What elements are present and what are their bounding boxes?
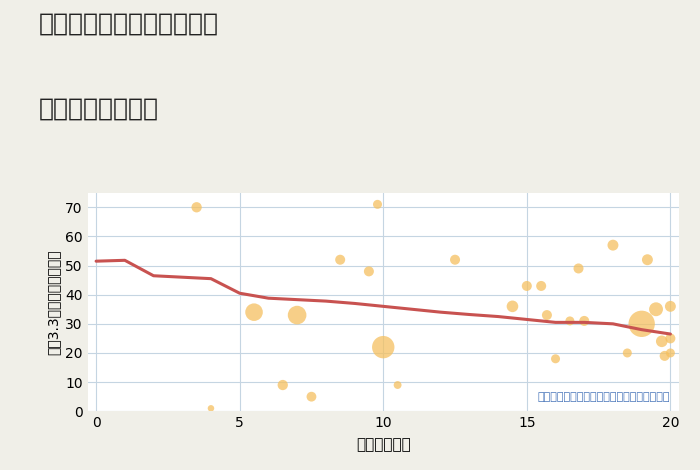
Point (205, 405, 216, 412)
Text: 駅距離別土地価格: 駅距離別土地価格 (38, 96, 158, 120)
Point (363, 267, 374, 275)
Point (306, 393, 317, 400)
Point (392, 381, 403, 389)
Point (642, 256, 653, 264)
Point (291, 311, 302, 319)
Point (191, 204, 202, 211)
Y-axis label: 坪（3.3㎡）単価（万円）: 坪（3.3㎡）単価（万円） (47, 249, 61, 355)
Point (372, 201, 383, 208)
Point (573, 265, 584, 272)
Point (449, 256, 461, 264)
Point (378, 344, 389, 351)
X-axis label: 駅距離（分）: 駅距離（分） (356, 437, 411, 452)
Point (248, 308, 260, 316)
Point (277, 381, 288, 389)
Point (650, 306, 662, 313)
Point (536, 282, 547, 290)
Point (564, 317, 575, 325)
Text: 円の大きさは、取引のあった物件面積を示す: 円の大きさは、取引のあった物件面積を示す (538, 392, 670, 402)
Point (622, 349, 633, 357)
Point (665, 335, 676, 342)
Point (665, 349, 676, 357)
Point (636, 320, 648, 328)
Point (507, 303, 518, 310)
Point (659, 352, 670, 360)
Point (335, 256, 346, 264)
Point (550, 355, 561, 362)
Point (608, 242, 619, 249)
Point (656, 337, 667, 345)
Point (665, 303, 676, 310)
Point (579, 317, 590, 325)
Point (522, 282, 533, 290)
Text: 奈良県奈良市富雄泉ヶ丘の: 奈良県奈良市富雄泉ヶ丘の (38, 12, 218, 36)
Point (541, 311, 552, 319)
